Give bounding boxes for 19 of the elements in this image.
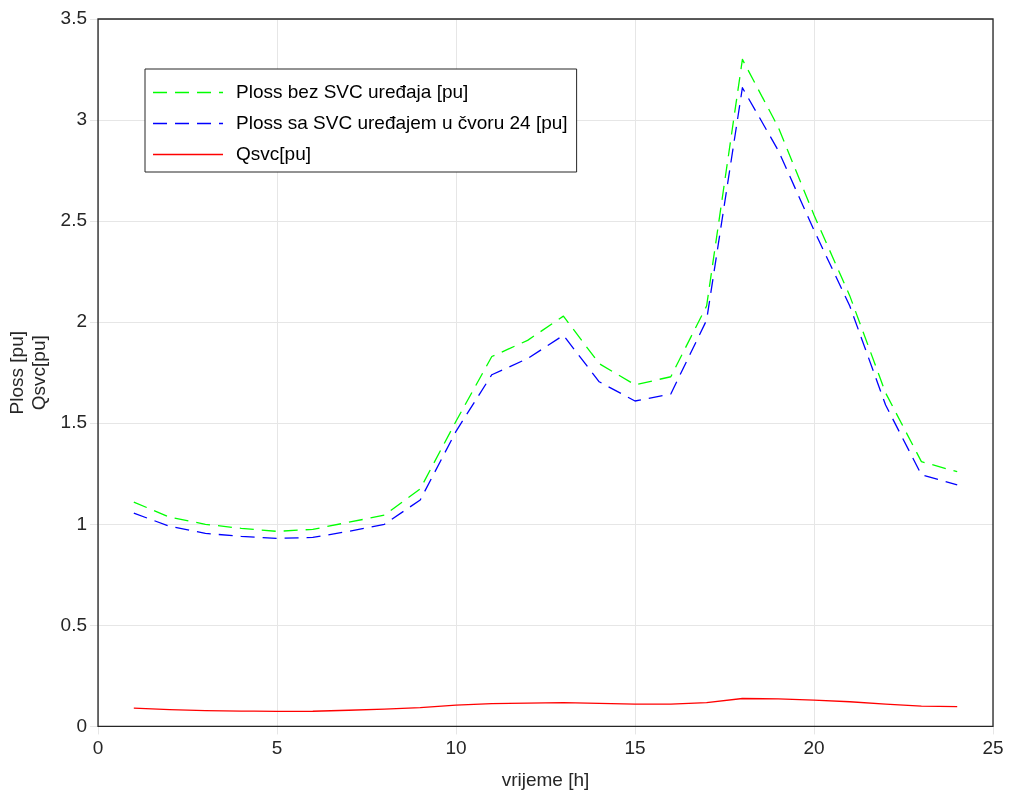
x-tick-label: 10 xyxy=(445,737,467,759)
y-tick-label: 1.5 xyxy=(60,411,88,433)
legend-label: Qsvc[pu] xyxy=(236,142,311,164)
y-tick-label: 2 xyxy=(76,310,88,332)
y-tick-label: 1 xyxy=(76,512,88,534)
y-tick-label: 3 xyxy=(76,108,88,130)
x-tick-label: 25 xyxy=(982,737,1004,759)
y-tick-label: 2.5 xyxy=(60,209,88,231)
y-tick-label: 3.5 xyxy=(60,7,88,29)
x-tick-label: 15 xyxy=(624,737,646,759)
x-tick-label: 0 xyxy=(92,737,104,759)
x-tick-label: 5 xyxy=(271,737,283,759)
y-tick-label: 0.5 xyxy=(60,613,88,635)
y-axis-title: Ploss [pu] Qsvc[pu] xyxy=(5,330,50,415)
y-tick-label: 0 xyxy=(76,714,88,736)
legend-label: Ploss bez SVC uređaja [pu] xyxy=(236,80,469,102)
x-axis-title: vrijeme [h] xyxy=(501,768,590,790)
legend-label: Ploss sa SVC uređajem u čvoru 24 [pu] xyxy=(236,111,568,133)
x-tick-label: 20 xyxy=(803,737,825,759)
